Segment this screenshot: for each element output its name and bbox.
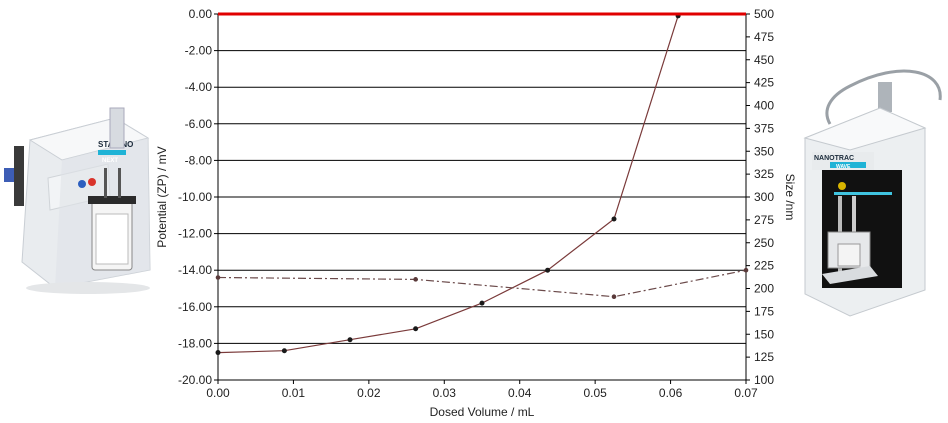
zeta-potential-data-point [545, 267, 551, 273]
left-device-sub: NEXT [102, 158, 118, 164]
size-data-point [611, 294, 617, 300]
y2-tick-label: 300 [754, 190, 774, 204]
y2-tick-label: 425 [754, 76, 774, 90]
y-tick-label: -2.00 [185, 44, 213, 58]
zeta-potential-data-point [611, 216, 617, 222]
y-tick-label: -6.00 [185, 117, 213, 131]
y2-axis-label: Size /nm [783, 174, 797, 221]
plot-area: 0.00 -2.00 -4.00 -6.00 -8.00 -10.00 -12.00 -14.… [155, 7, 797, 419]
stabino-instrument-photo: STABINO NEXT [4, 107, 151, 294]
y2-tick-label: 225 [754, 259, 774, 273]
y-tick-label: -20.00 [178, 373, 212, 387]
x-tick-label: 0.03 [433, 386, 457, 400]
y-axis-label: Potential (ZP) / mV [155, 146, 169, 247]
y2-tick-label: 200 [754, 282, 774, 296]
nanotrac-instrument-photo: NANOTRAC WAVE [803, 69, 942, 317]
y-tick-label: -12.00 [178, 227, 212, 241]
y2-tick-label: 250 [754, 236, 774, 250]
y-tick-label: -18.00 [178, 336, 212, 350]
y-tick-label: -14.00 [178, 263, 212, 277]
y2-tick-label: 275 [754, 213, 774, 227]
y2-tick-label: 375 [754, 121, 774, 135]
zeta-potential-data-point [347, 337, 353, 343]
y2-tick-label: 150 [754, 327, 774, 341]
y2-tick-label: 125 [754, 350, 774, 364]
zeta-potential-data-point [281, 348, 287, 354]
zeta-potential-data-point [215, 350, 221, 356]
y-tick-label: -8.00 [185, 153, 213, 167]
size-data-point [743, 267, 749, 273]
x-axis-label: Dosed Volume / mL [430, 405, 535, 419]
right-device-name: NANOTRAC [814, 155, 854, 162]
zeta-potential-series-line [217, 15, 679, 354]
y2-tick-label: 500 [754, 7, 774, 21]
y-tick-label: 0.00 [189, 7, 213, 21]
size-data-point [413, 277, 418, 282]
y2-tick-label: 350 [754, 144, 774, 158]
size-series-line [217, 269, 747, 298]
y-tick-label: -16.00 [178, 300, 212, 314]
x-tick-label: 0.02 [357, 386, 381, 400]
x-tick-label: 0.01 [282, 386, 306, 400]
x-tick-label: 0.04 [508, 386, 532, 400]
y2-tick-label: 475 [754, 30, 774, 44]
y-tick-label: -10.00 [178, 190, 212, 204]
size-data-point [215, 275, 221, 280]
right-device-sub: WAVE [836, 164, 851, 170]
y2-tick-label: 450 [754, 53, 774, 67]
zeta-potential-data-point [479, 300, 485, 306]
y2-tick-label: 400 [754, 99, 774, 113]
x-tick-label: 0.05 [583, 386, 607, 400]
x-tick-label: 0.06 [659, 386, 683, 400]
zeta-potential-data-point [413, 326, 419, 332]
x-tick-label: 0.00 [206, 386, 230, 400]
y-tick-label: -4.00 [185, 80, 213, 94]
y2-tick-label: 175 [754, 304, 774, 318]
y2-tick-label: 325 [754, 167, 774, 181]
x-tick-label: 0.07 [734, 386, 758, 400]
y2-tick-label: 100 [754, 373, 774, 387]
